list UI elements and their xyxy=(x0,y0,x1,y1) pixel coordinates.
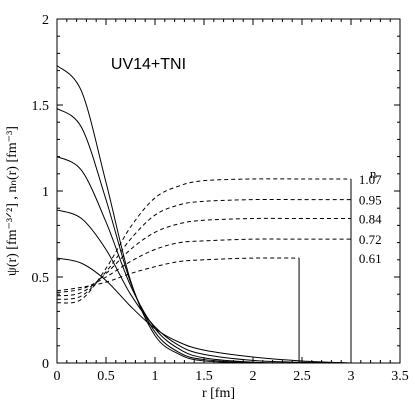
density-curve-8 xyxy=(56,198,351,300)
density-curve-6 xyxy=(56,238,351,293)
y-tick-label: 1 xyxy=(42,185,49,200)
x-tick-label: 2 xyxy=(250,369,257,384)
x-tick-label: 2.5 xyxy=(293,369,311,384)
y-tick-label: 0 xyxy=(42,357,49,372)
legend-density-label: 0.84 xyxy=(359,212,382,227)
density-curve-5 xyxy=(56,257,300,292)
x-tick-label: 1.5 xyxy=(195,369,213,384)
x-tick-label: 0.5 xyxy=(97,369,115,384)
wavefunction-curve-0 xyxy=(56,257,352,364)
wavefunction-curve-4 xyxy=(56,65,352,364)
legend-density-label: 0.95 xyxy=(359,193,382,208)
x-tick-label: 3.5 xyxy=(391,369,409,384)
legend-density-label: 0.72 xyxy=(359,232,382,247)
y-axis-label: ψ(r) [fm⁻³ᐟ²] , nₙ(r) [fm⁻³] xyxy=(5,126,20,276)
legend-header: n xyxy=(370,166,377,181)
wavefunction-curve-3 xyxy=(56,108,352,364)
x-tick-label: 0 xyxy=(54,369,61,384)
x-tick-label: 1 xyxy=(152,369,159,384)
chart-title: UV14+TNI xyxy=(111,56,186,73)
y-tick-label: 1.5 xyxy=(32,99,50,114)
series-layer xyxy=(56,65,352,364)
y-tick-label: 2 xyxy=(42,13,49,28)
y-tick-label: 0.5 xyxy=(32,271,50,286)
axes-layer xyxy=(56,18,401,364)
wavefunction-curve-1 xyxy=(56,209,352,364)
legend-density-label: 1.07 xyxy=(359,172,382,187)
x-tick-label: 3 xyxy=(348,369,355,384)
x-axis-label: r [fm] xyxy=(202,386,235,401)
labels-layer: 0 0.5 1 1.5 2 2.5 3 3.5 0 0.5 1 1.5 2 r [fm] ψ(r) [fm⁻… xyxy=(5,13,409,401)
density-curve-9 xyxy=(56,178,351,304)
density-curve-7 xyxy=(56,217,351,297)
legend-density-label: 0.61 xyxy=(359,251,382,266)
